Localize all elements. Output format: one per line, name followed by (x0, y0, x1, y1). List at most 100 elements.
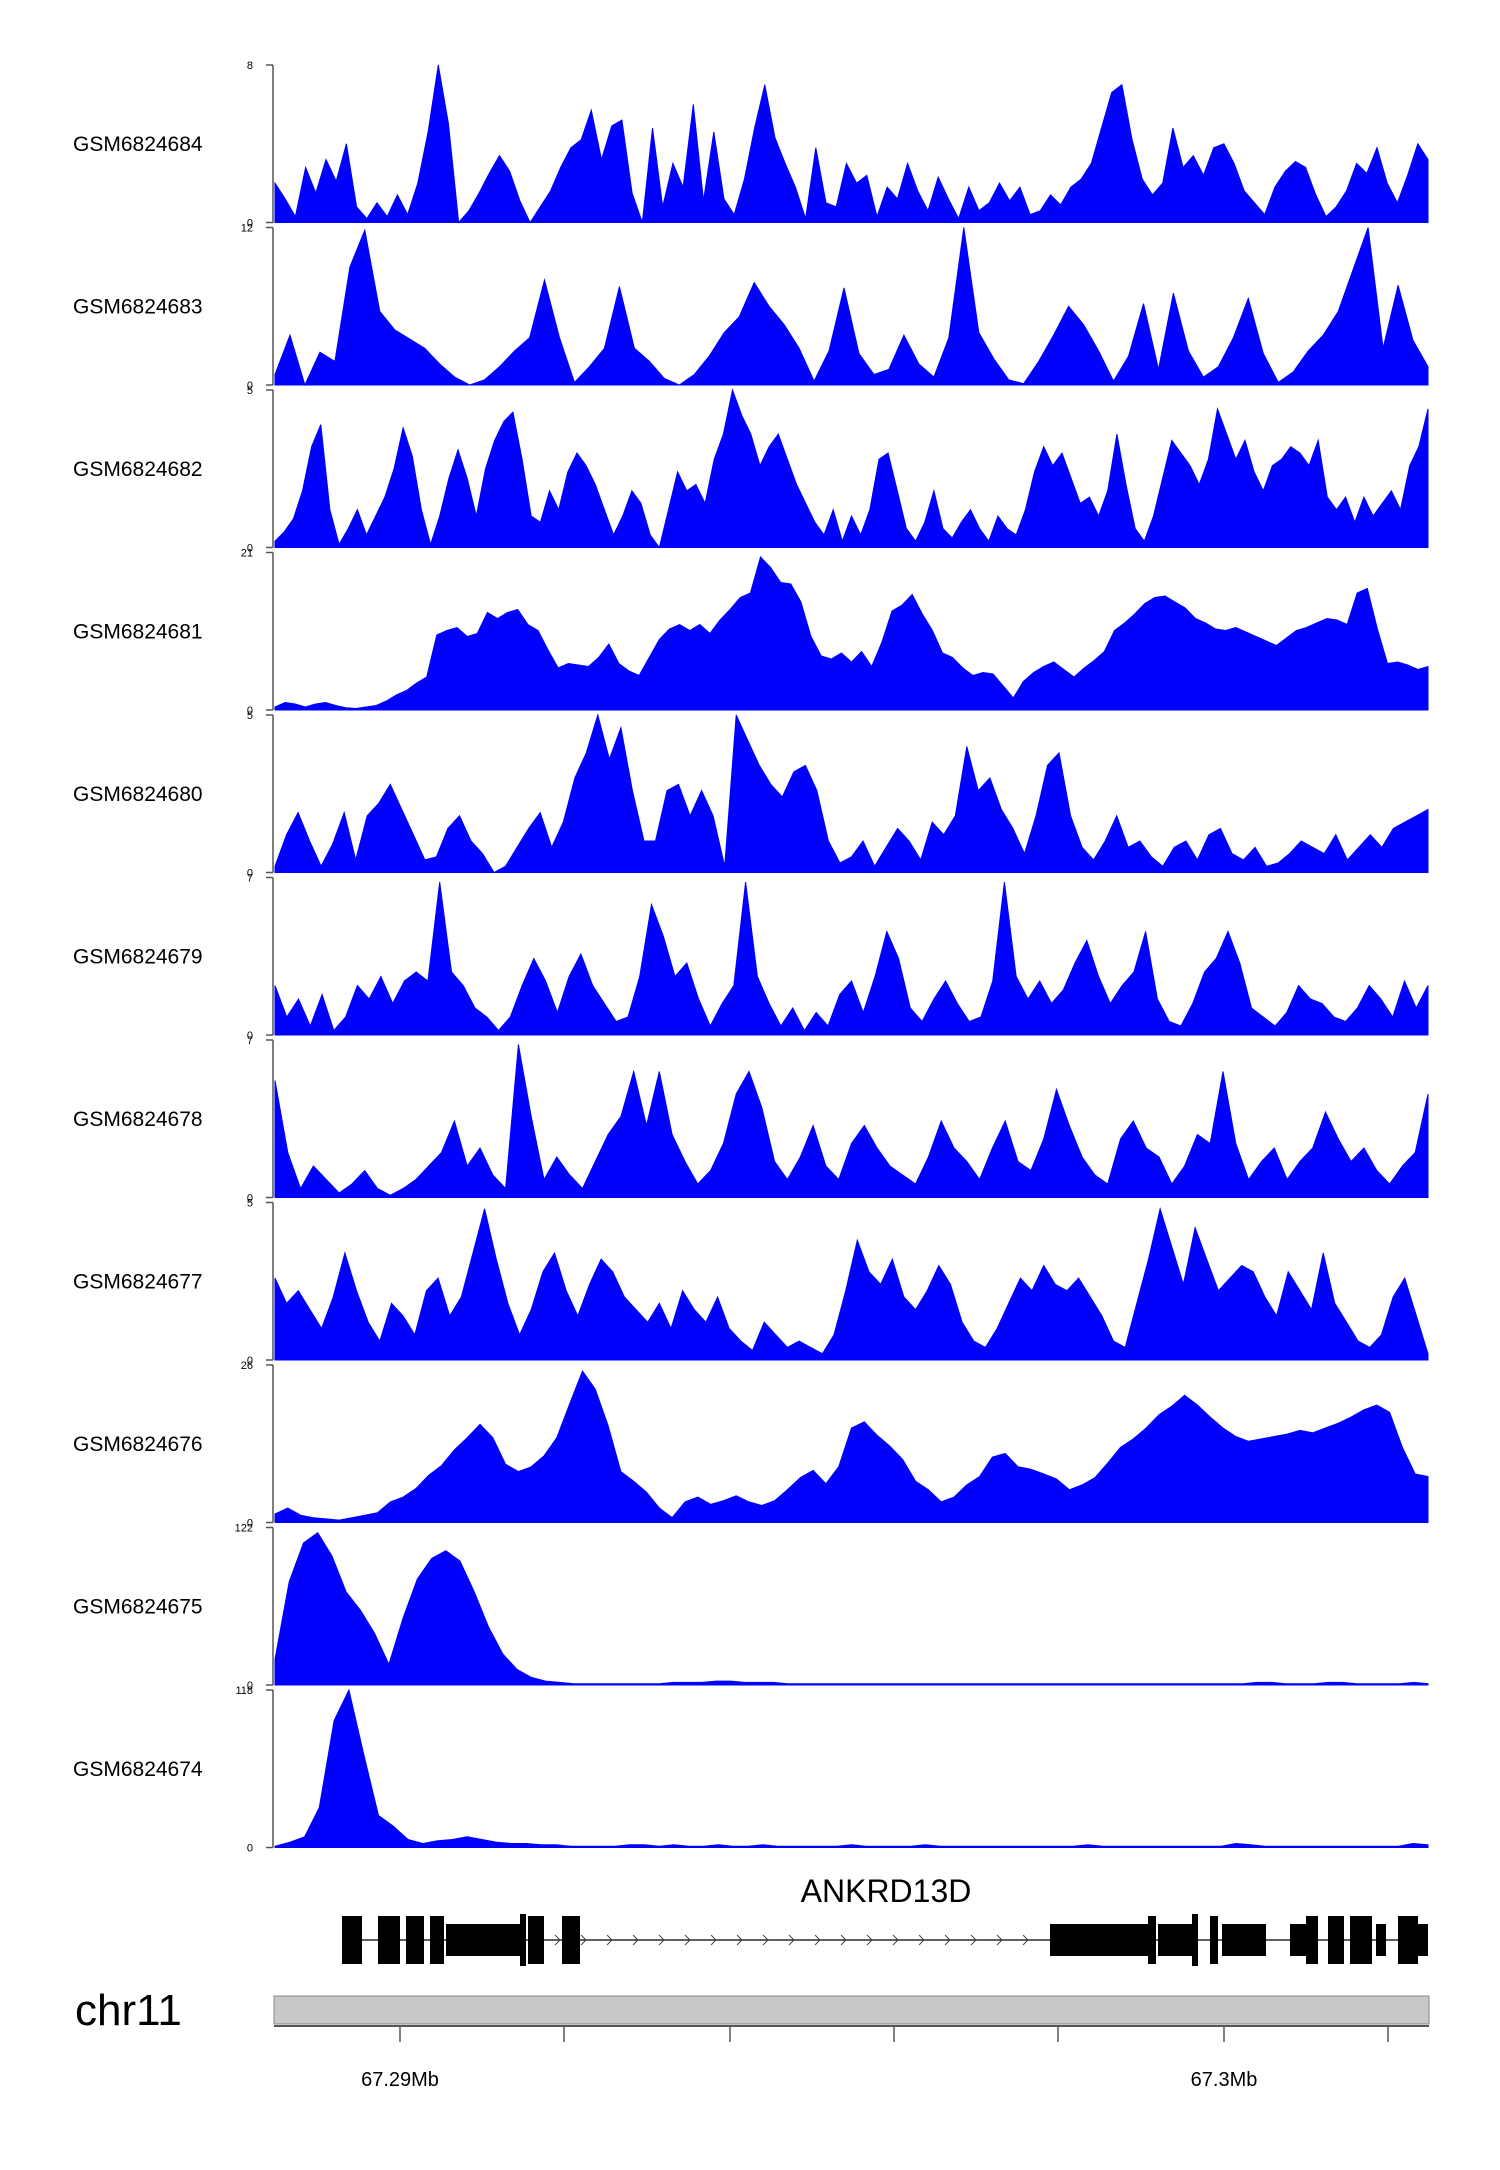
gene-exon (446, 1924, 520, 1956)
track-GSM6824681: 21 0 GSM6824681 (73, 548, 1429, 717)
strand-arrow (736, 1934, 743, 1946)
track-GSM6824682: 5 0 GSM6824682 (73, 385, 1429, 555)
track-ymax-label: 5 (247, 385, 253, 397)
gene-exon (1222, 1924, 1266, 1956)
track-ymin-label: 0 (247, 1030, 253, 1042)
coverage-area (274, 64, 1429, 224)
track-ymax-label: 26 (241, 1360, 253, 1372)
track-ymin-label: 0 (247, 1518, 253, 1530)
gene-exon (1158, 1924, 1192, 1956)
track-name: GSM6824680 (73, 783, 203, 806)
coverage-area (274, 713, 1429, 874)
tick-label-67-29mb: 67.29Mb (361, 2069, 439, 2091)
track-ymax-label: 12 (241, 223, 253, 235)
genomic-axis: 67.29Mb 67.3Mb (274, 2025, 1429, 2091)
coverage-area (274, 1206, 1429, 1361)
gene-name: ANKRD13D (801, 1873, 972, 1909)
strand-arrow (658, 1934, 665, 1946)
gene-exon (528, 1916, 544, 1964)
gene-exon (1306, 1916, 1318, 1964)
track-name: GSM6824677 (73, 1270, 203, 1293)
track-name: GSM6824683 (73, 295, 203, 318)
track-ymin-label: 0 (247, 1193, 253, 1205)
track-ymax-label: 5 (247, 710, 253, 722)
track-ymin-label: 0 (247, 543, 253, 555)
gene-exon (1376, 1924, 1386, 1956)
track-ymin-label: 0 (247, 1680, 253, 1692)
track-GSM6824675: 122 0 GSM6824675 (73, 1523, 1429, 1692)
track-ymax-label: 21 (241, 548, 253, 560)
coverage-area (274, 1370, 1429, 1523)
strand-arrow (606, 1934, 613, 1946)
coverage-area (274, 881, 1429, 1036)
track-GSM6824679: 7 0 GSM6824679 (73, 873, 1429, 1042)
strand-arrow (840, 1934, 847, 1946)
gene-exon (520, 1914, 526, 1966)
track-ymin-label: 0 (247, 1843, 253, 1855)
track-ymax-label: 8 (247, 60, 253, 72)
gene-exon (406, 1916, 424, 1964)
gene-exon (1328, 1916, 1344, 1964)
gene-exon (430, 1916, 444, 1964)
track-name: GSM6824681 (73, 620, 203, 643)
coverage-tracks: 80GSM6824684120GSM682468350GSM6824682210… (73, 60, 1429, 1855)
strand-arrow (1022, 1934, 1029, 1946)
strand-arrow (580, 1934, 587, 1946)
track-ymax-label: 122 (235, 1523, 253, 1535)
gene-exon (1148, 1916, 1156, 1964)
gene-model (342, 1914, 1428, 1966)
gene-exon (1398, 1916, 1418, 1964)
strand-arrow (762, 1934, 769, 1946)
gene-exon (342, 1916, 362, 1964)
coverage-area (274, 1688, 1429, 1848)
coverage-area (274, 1531, 1429, 1686)
track-name: GSM6824684 (73, 133, 203, 156)
strand-arrow (866, 1934, 873, 1946)
track-ymin-label: 0 (247, 868, 253, 880)
coverage-area (274, 556, 1429, 711)
strand-arrow (996, 1934, 1003, 1946)
coverage-area (274, 1044, 1429, 1198)
track-name: GSM6824674 (73, 1758, 203, 1781)
gene-exon (1290, 1924, 1306, 1956)
track-ymax-label: 5 (247, 1198, 253, 1210)
track-ymin-label: 0 (247, 380, 253, 392)
gene-exon (1210, 1916, 1218, 1964)
gene-exon (1050, 1924, 1148, 1956)
track-GSM6824674: 118 0 GSM6824674 (73, 1685, 1429, 1855)
strand-arrow (814, 1934, 821, 1946)
gene-exon (1350, 1916, 1372, 1964)
track-GSM6824683: 12 0 GSM6824683 (73, 223, 1429, 392)
strand-arrow (970, 1934, 977, 1946)
track-ymin-label: 0 (247, 218, 253, 230)
strand-arrow (710, 1934, 717, 1946)
strand-arrow (632, 1934, 639, 1946)
chromosome-ideogram: chr11 (75, 1986, 1430, 2035)
coverage-area (274, 227, 1429, 387)
track-ymin-label: 0 (247, 1355, 253, 1367)
strand-arrow (684, 1934, 691, 1946)
gene-exon (1192, 1914, 1198, 1966)
track-name: GSM6824682 (73, 458, 203, 481)
track-name: GSM6824676 (73, 1433, 203, 1456)
track-GSM6824684: 8 0 GSM6824684 (73, 60, 1429, 230)
track-name: GSM6824678 (73, 1108, 203, 1131)
strand-arrow (788, 1934, 795, 1946)
tick-label-67-3mb: 67.3Mb (1191, 2069, 1258, 2091)
strand-arrow (918, 1934, 925, 1946)
chromosome-label: chr11 (75, 1986, 182, 2035)
chromosome-bar (273, 1995, 1430, 2025)
track-ymin-label: 0 (247, 705, 253, 717)
strand-arrow (554, 1934, 561, 1946)
track-GSM6824680: 5 0 GSM6824680 (73, 710, 1429, 880)
track-ymax-label: 7 (247, 1035, 253, 1047)
track-name: GSM6824675 (73, 1595, 203, 1618)
track-GSM6824678: 7 0 GSM6824678 (73, 1035, 1429, 1205)
gene-track: ANKRD13D (342, 1873, 1428, 1966)
track-name: GSM6824679 (73, 945, 203, 968)
track-GSM6824676: 26 0 GSM6824676 (73, 1360, 1429, 1530)
gene-exon (562, 1916, 580, 1964)
gene-exon (1418, 1924, 1428, 1956)
track-GSM6824677: 5 0 GSM6824677 (73, 1198, 1429, 1367)
